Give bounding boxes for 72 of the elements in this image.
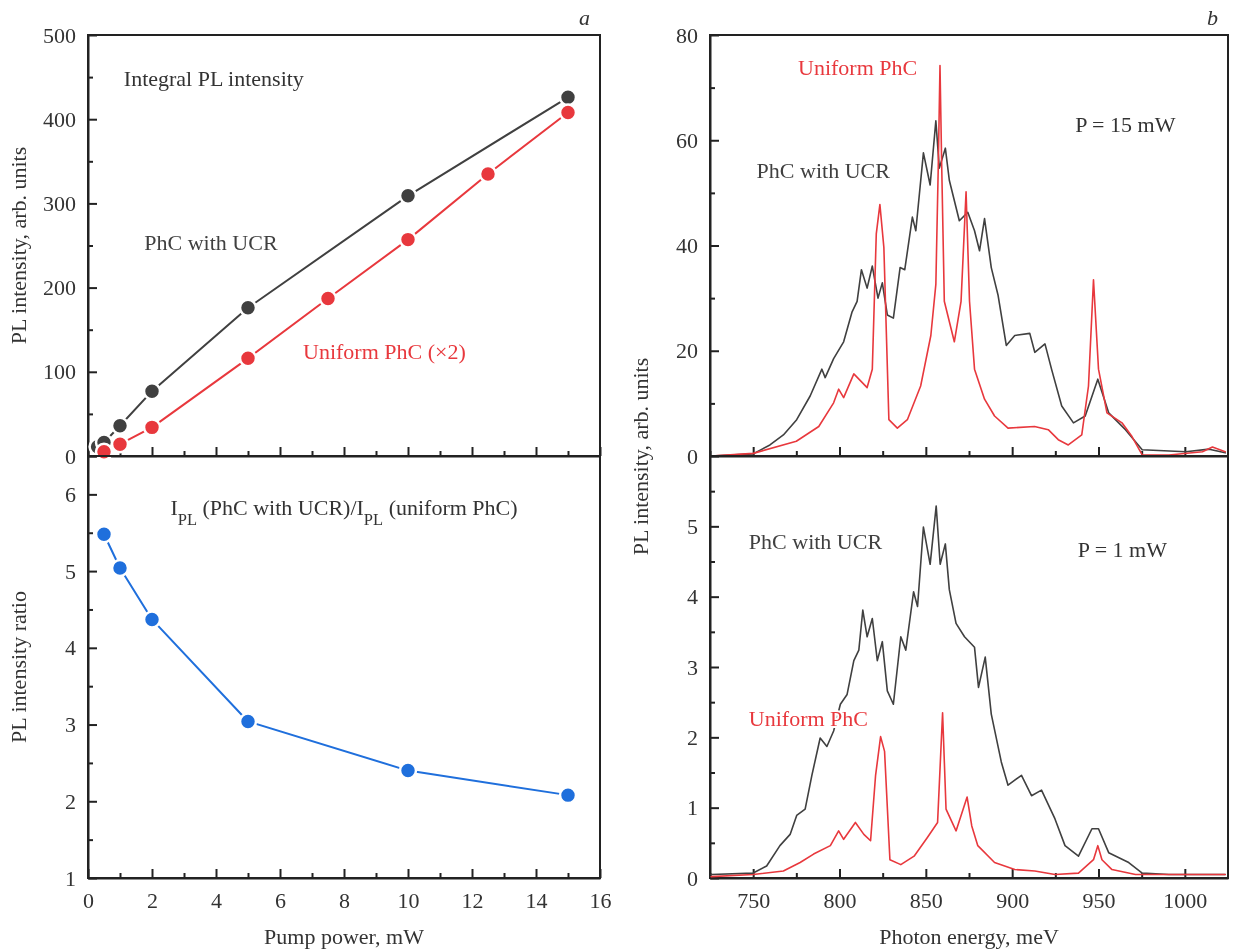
y-axis-title: PL intensity, arb. units (6, 146, 31, 345)
point (110, 435, 130, 454)
y-tick-label: 5 (65, 558, 76, 584)
y-tick-label: 5 (687, 513, 698, 539)
y-axis-title: PL intensity ratio (6, 591, 31, 743)
y-tick-label: 3 (687, 654, 698, 680)
y-tick-label: 0 (65, 443, 76, 469)
y-tick-label: 300 (43, 190, 76, 216)
y-tick-label: 40 (676, 233, 698, 259)
y-axis-title: PL intensity, arb. units (628, 357, 653, 556)
series-label: PhC with UCR (748, 528, 883, 554)
y-tick-label: 4 (687, 584, 698, 610)
point (142, 610, 162, 629)
point (110, 416, 130, 435)
x-axis-title: Pump power, mW (264, 924, 425, 949)
point (478, 164, 498, 184)
y-tick-label: 6 (65, 481, 76, 507)
point (142, 418, 162, 437)
annotation: P = 15 mW (1075, 111, 1176, 137)
x-tick-label: 850 (909, 887, 943, 913)
y-tick-label: 1 (65, 865, 76, 891)
annotation: Integral PL intensity (123, 65, 304, 91)
y-tick-label: 80 (676, 22, 698, 48)
y-tick-label: 3 (65, 712, 76, 738)
chart-title: a (579, 5, 590, 30)
x-tick-label: 16 (589, 887, 612, 913)
point (398, 230, 418, 249)
point (238, 298, 258, 318)
y-tick-label: 200 (43, 275, 76, 301)
point (558, 785, 578, 805)
x-tick-label: 14 (525, 887, 548, 913)
point (94, 525, 114, 544)
x-tick-label: 1000 (1163, 887, 1208, 913)
annotation: I$_{PL}$ (PhC with UCR)/I$_{PL}$ (uniform PhC) (170, 495, 518, 529)
series-label: Uniform PhC (×2) (303, 339, 466, 365)
point (398, 186, 418, 206)
y-tick-label: 2 (65, 788, 76, 814)
point (558, 88, 578, 107)
x-tick-label: 4 (211, 887, 222, 913)
y-tick-label: 1 (687, 795, 698, 821)
point (398, 761, 418, 780)
x-tick-label: 6 (275, 887, 286, 913)
x-axis-title: Photon energy, meV (879, 924, 1059, 949)
point (238, 349, 258, 368)
point (558, 103, 578, 122)
series-label: PhC with UCR (144, 229, 278, 255)
y-tick-label: 4 (65, 635, 76, 661)
y-tick-label: 500 (43, 22, 76, 48)
point (318, 289, 338, 308)
point (142, 381, 162, 401)
x-tick-label: 800 (823, 887, 857, 913)
x-tick-label: 10 (397, 887, 420, 913)
annotation: P = 1 mW (1077, 537, 1168, 563)
x-tick-label: 2 (147, 887, 158, 913)
y-tick-label: 2 (687, 724, 698, 750)
chart-title: b (1207, 5, 1218, 30)
point (110, 558, 130, 578)
series-label: Uniform PhC (798, 55, 918, 80)
y-tick-label: 100 (43, 359, 76, 385)
point (238, 712, 258, 731)
y-tick-label: 0 (687, 865, 698, 891)
y-tick-label: 0 (687, 443, 698, 469)
x-tick-label: 950 (1082, 887, 1116, 913)
x-tick-label: 0 (83, 887, 94, 913)
x-tick-label: 8 (339, 887, 350, 913)
y-tick-label: 20 (676, 338, 698, 364)
y-tick-label: 400 (43, 106, 76, 132)
x-tick-label: 750 (737, 887, 771, 913)
y-tick-label: 60 (676, 127, 698, 153)
x-tick-label: 900 (996, 887, 1030, 913)
x-tick-label: 12 (461, 887, 484, 913)
series-label: PhC with UCR (756, 158, 891, 184)
